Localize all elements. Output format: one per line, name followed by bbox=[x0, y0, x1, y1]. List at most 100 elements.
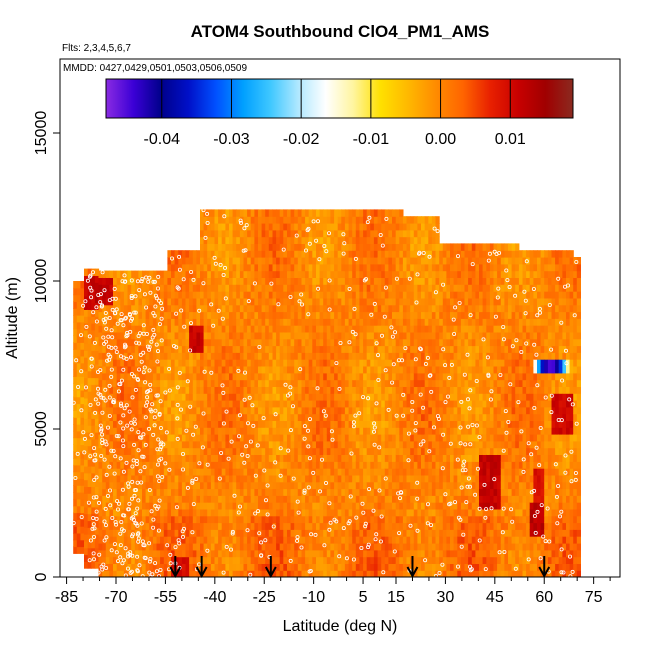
heatmap-cell bbox=[402, 257, 408, 265]
heatmap-cell bbox=[377, 474, 382, 483]
heatmap-cell bbox=[334, 229, 339, 238]
heatmap-cell bbox=[297, 454, 302, 462]
heatmap-cell bbox=[218, 488, 223, 496]
heatmap-cell bbox=[131, 270, 136, 278]
heatmap-cell bbox=[319, 372, 324, 381]
heatmap-cell bbox=[221, 372, 226, 381]
heatmap-cell bbox=[384, 229, 389, 238]
heatmap-cell bbox=[152, 488, 158, 496]
heatmap-cell bbox=[196, 352, 201, 360]
heatmap-cell bbox=[247, 393, 252, 401]
heatmap-cell bbox=[236, 325, 241, 333]
heatmap-cell bbox=[167, 543, 172, 551]
heatmap-cell bbox=[330, 270, 335, 278]
heatmap-cell bbox=[214, 311, 219, 319]
heatmap-cell bbox=[91, 527, 96, 535]
heatmap-cell bbox=[98, 393, 103, 401]
heatmap-cell bbox=[424, 338, 429, 347]
heatmap-cell bbox=[87, 377, 92, 385]
heatmap-cell bbox=[363, 434, 368, 442]
heatmap-cell bbox=[76, 485, 81, 493]
heatmap-cell bbox=[308, 522, 313, 530]
heatmap-cell bbox=[185, 311, 190, 319]
heatmap-cell bbox=[250, 549, 255, 558]
heatmap-cell bbox=[370, 236, 375, 244]
heatmap-cell bbox=[276, 379, 281, 387]
heatmap-cell bbox=[200, 345, 205, 353]
heatmap-cell bbox=[402, 406, 408, 415]
heatmap-cell bbox=[413, 406, 418, 415]
heatmap-cell bbox=[272, 461, 277, 469]
heatmap-cell bbox=[152, 413, 158, 421]
heatmap-cell bbox=[319, 481, 324, 490]
heatmap-cell bbox=[214, 481, 219, 490]
heatmap-cell bbox=[185, 393, 190, 401]
heatmap-cell bbox=[174, 291, 179, 299]
heatmap-cell bbox=[203, 434, 208, 442]
heatmap-cell bbox=[316, 345, 321, 353]
heatmap-cell bbox=[308, 468, 313, 476]
heatmap-cell bbox=[207, 338, 212, 347]
heatmap-cell bbox=[290, 311, 295, 319]
heatmap-cell bbox=[337, 508, 342, 517]
heatmap-cell bbox=[268, 250, 273, 258]
heatmap-cell bbox=[210, 406, 216, 415]
heatmap-cell bbox=[116, 304, 121, 313]
heatmap-cell bbox=[207, 263, 212, 272]
heatmap-cell bbox=[113, 536, 118, 544]
heatmap-cell bbox=[384, 529, 389, 537]
heatmap-cell bbox=[105, 311, 110, 319]
heatmap-cell bbox=[229, 427, 234, 435]
heatmap-cell bbox=[370, 434, 375, 442]
heatmap-cell bbox=[413, 345, 418, 353]
heatmap-cell bbox=[276, 352, 281, 360]
heatmap-cell bbox=[214, 427, 219, 435]
heatmap-cell bbox=[305, 277, 310, 285]
heatmap-cell bbox=[305, 522, 310, 530]
heatmap-cell bbox=[370, 529, 375, 537]
heatmap-cell bbox=[207, 352, 212, 360]
heatmap-cell bbox=[120, 447, 125, 455]
heatmap-cell bbox=[399, 413, 404, 421]
heatmap-cell bbox=[229, 468, 234, 476]
heatmap-cell bbox=[406, 440, 411, 449]
heatmap-cell bbox=[94, 445, 100, 453]
heatmap-cell bbox=[330, 543, 335, 551]
heatmap-cell bbox=[276, 515, 281, 524]
heatmap-cell bbox=[305, 291, 310, 299]
heatmap-cell bbox=[316, 543, 321, 551]
heatmap-cell bbox=[221, 257, 226, 265]
heatmap-cell bbox=[76, 478, 81, 486]
heatmap-cell bbox=[392, 311, 397, 319]
heatmap-cell bbox=[203, 318, 208, 326]
heatmap-cell bbox=[94, 282, 100, 290]
heatmap-cell bbox=[239, 257, 245, 265]
heatmap-cell bbox=[344, 515, 350, 524]
heatmap-cell bbox=[294, 372, 299, 381]
heatmap-cell bbox=[421, 468, 426, 476]
heatmap-cell bbox=[373, 495, 379, 503]
heatmap-cell bbox=[279, 236, 284, 244]
heatmap-cell bbox=[312, 563, 317, 571]
heatmap-cell bbox=[370, 502, 375, 510]
heatmap-cell bbox=[210, 366, 216, 374]
heatmap-cell bbox=[261, 304, 266, 313]
heatmap-cell bbox=[421, 563, 426, 571]
heatmap-cell bbox=[341, 474, 346, 483]
heatmap-cell bbox=[373, 400, 379, 408]
heatmap-cell bbox=[421, 543, 426, 551]
heatmap-cell bbox=[247, 515, 252, 524]
heatmap-cell bbox=[229, 563, 234, 571]
heatmap-cell bbox=[348, 502, 353, 510]
heatmap-cell bbox=[399, 297, 404, 306]
heatmap-cell bbox=[138, 291, 143, 299]
heatmap-cell bbox=[181, 393, 187, 401]
heatmap-cell bbox=[200, 447, 205, 455]
heatmap-cell bbox=[232, 338, 237, 347]
heatmap-cell bbox=[402, 345, 408, 353]
heatmap-cell bbox=[192, 393, 197, 401]
heatmap-cell bbox=[116, 488, 121, 496]
heatmap-cell bbox=[163, 318, 168, 326]
heatmap-cell bbox=[109, 386, 114, 394]
heatmap-cell bbox=[76, 294, 81, 302]
